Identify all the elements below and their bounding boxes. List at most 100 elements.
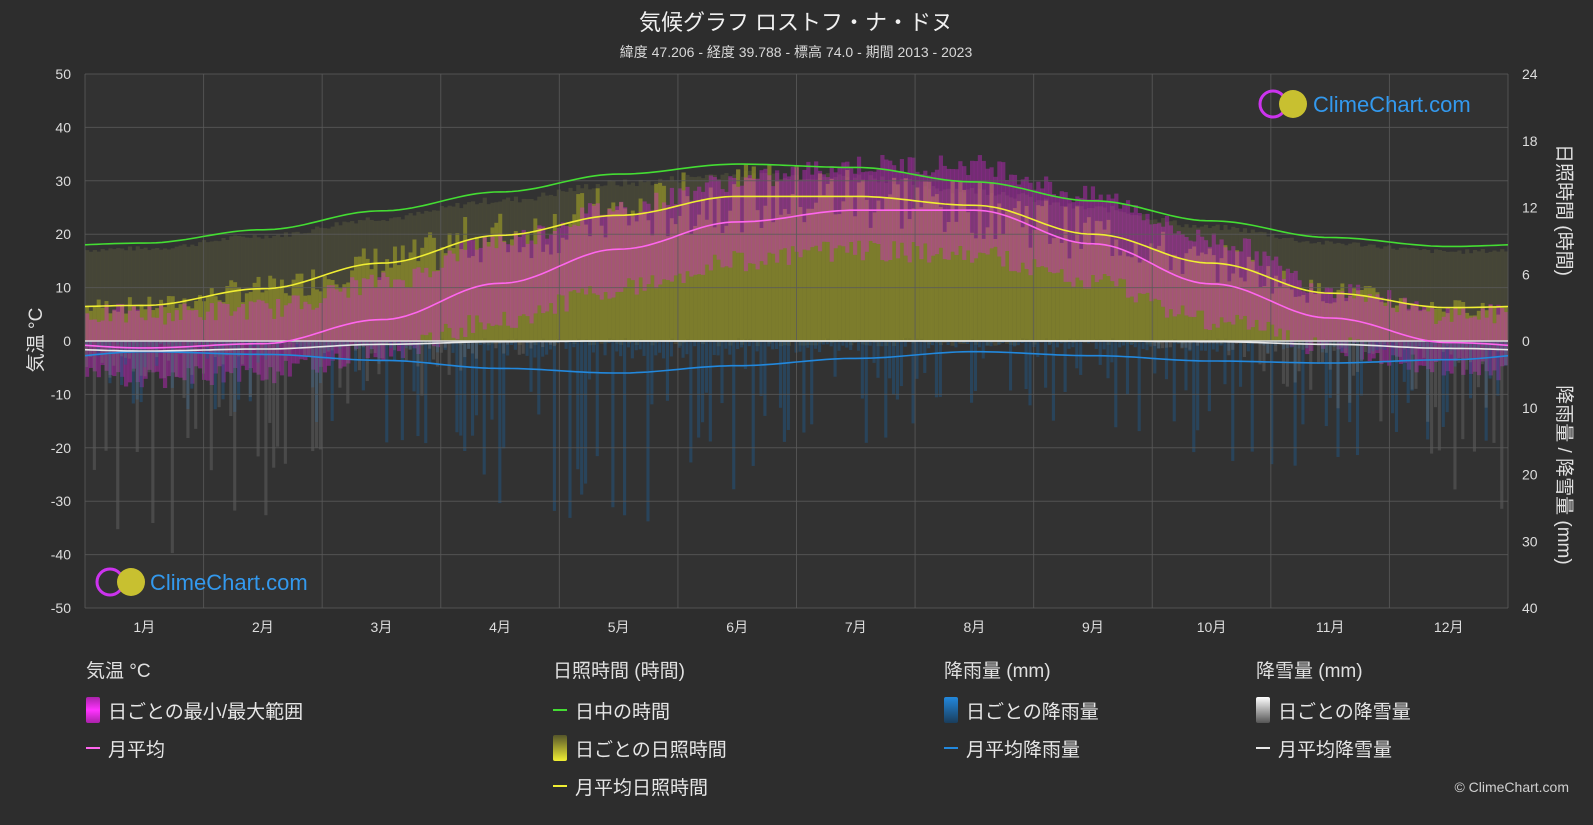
temp-range-bar (665, 204, 671, 281)
sunshine-bar (1492, 307, 1497, 341)
temp-range-bar (400, 280, 405, 358)
sunshine-bar (1032, 229, 1037, 341)
sunshine-bar (1457, 300, 1462, 341)
rain-bar (455, 341, 459, 433)
rain-bar (572, 341, 576, 348)
rain-bar (1430, 341, 1434, 350)
snow-bar (1289, 341, 1293, 344)
sunshine-bar (1375, 292, 1380, 341)
sunshine-bar (463, 217, 468, 341)
rain-bar (977, 341, 981, 348)
daylight-bar (221, 237, 226, 341)
temp-range-bar (1200, 236, 1205, 311)
rain-bar (1141, 341, 1145, 349)
month-tick-label: 1月 (133, 619, 155, 635)
rain-bar (1484, 341, 1488, 441)
rain-bar (1363, 341, 1367, 346)
right-sun-tick-label: 12 (1522, 200, 1538, 216)
rain-bar (1469, 341, 1473, 399)
legend-rain-title: 降雨量 (mm) (944, 661, 1051, 682)
temp-range-bar (396, 279, 402, 352)
rain-bar (685, 341, 689, 355)
daylight-bar (213, 240, 218, 342)
temp-range-bar (1270, 260, 1275, 325)
temp-range-bar (1016, 184, 1021, 273)
temp-range-bar (736, 186, 741, 253)
rain-bar (962, 341, 966, 343)
temp-range-bar (1344, 297, 1349, 357)
snow-bar (381, 341, 385, 359)
right-sun-tick-label: 6 (1522, 266, 1530, 282)
temp-range-bar (591, 205, 597, 294)
sunshine-bar (451, 248, 456, 341)
left-tick-label: 40 (55, 119, 71, 135)
rain-bar (1071, 341, 1075, 348)
sunshine-bar (1246, 256, 1251, 341)
temp-range-bar (755, 178, 760, 270)
rain-bar (552, 341, 556, 511)
sunshine-bar (529, 258, 534, 341)
sunshine-bar (825, 183, 830, 341)
sunshine-bar (123, 313, 129, 341)
sunshine-bar (92, 306, 97, 341)
rain-bar (1106, 341, 1110, 379)
temp-range-bar (704, 182, 710, 265)
snow-bar (96, 341, 100, 349)
snow-bar (217, 341, 221, 408)
sunshine-bar (346, 282, 351, 341)
rain-bar (650, 341, 654, 405)
temp-range-bar (1277, 265, 1283, 329)
sunshine-bar (190, 308, 195, 341)
sunshine-bar (326, 279, 331, 341)
sunshine-bar (545, 244, 550, 341)
rain-bar (85, 341, 89, 346)
temp-range-bar (817, 170, 823, 252)
sunshine-bar (1504, 305, 1509, 341)
snow-bar (1157, 341, 1161, 349)
temp-range-bar (1355, 284, 1361, 340)
sunshine-bar (1270, 293, 1275, 341)
temp-range-bar (529, 240, 534, 324)
sunshine-bar (626, 225, 632, 341)
sunshine-bar (439, 247, 444, 341)
sunshine-bar (1348, 296, 1353, 341)
snow-bar (1161, 341, 1165, 349)
snow-bar (291, 341, 295, 348)
sunshine-bar (1161, 231, 1166, 341)
snow-bar (248, 341, 252, 397)
sunshine-bar (907, 219, 912, 341)
sunshine-bar (205, 296, 211, 341)
sunshine-bar (1231, 273, 1236, 341)
rain-bar (377, 341, 381, 364)
snow-bar (135, 341, 139, 452)
snow-bar (1258, 341, 1262, 365)
snow-bar (1309, 341, 1313, 390)
sunshine-bar (1422, 309, 1427, 341)
temp-range-bar (533, 244, 538, 314)
sunshine-bar (198, 295, 203, 341)
rain-bar (669, 341, 673, 357)
sunshine-bar (810, 208, 815, 341)
temp-range-bar (248, 301, 253, 369)
temp-range-bar (946, 168, 951, 260)
sunshine-bar (162, 307, 168, 341)
temp-range-bar (166, 312, 172, 377)
rain-bar (1047, 341, 1052, 346)
sunshine-bar (1211, 255, 1216, 341)
sunshine-bar (724, 225, 729, 341)
snow-bar (467, 341, 471, 349)
temp-range-bar (463, 249, 468, 337)
daylight-bar (1500, 249, 1505, 341)
rain-bar (708, 341, 712, 442)
rain-bar (1340, 341, 1344, 352)
rain-bar (919, 341, 923, 355)
daylight-bar (1215, 224, 1220, 339)
snow-bar (416, 341, 420, 367)
sunshine-bar (576, 194, 581, 341)
rain-bar (782, 341, 786, 442)
rain-bar (1285, 341, 1289, 348)
rain-bar (509, 341, 514, 345)
right-axis-precip-label: 降雨量 / 降雪量 (mm) (1553, 385, 1575, 564)
sunshine-bar (1168, 270, 1174, 341)
sunshine-bar (244, 293, 250, 341)
